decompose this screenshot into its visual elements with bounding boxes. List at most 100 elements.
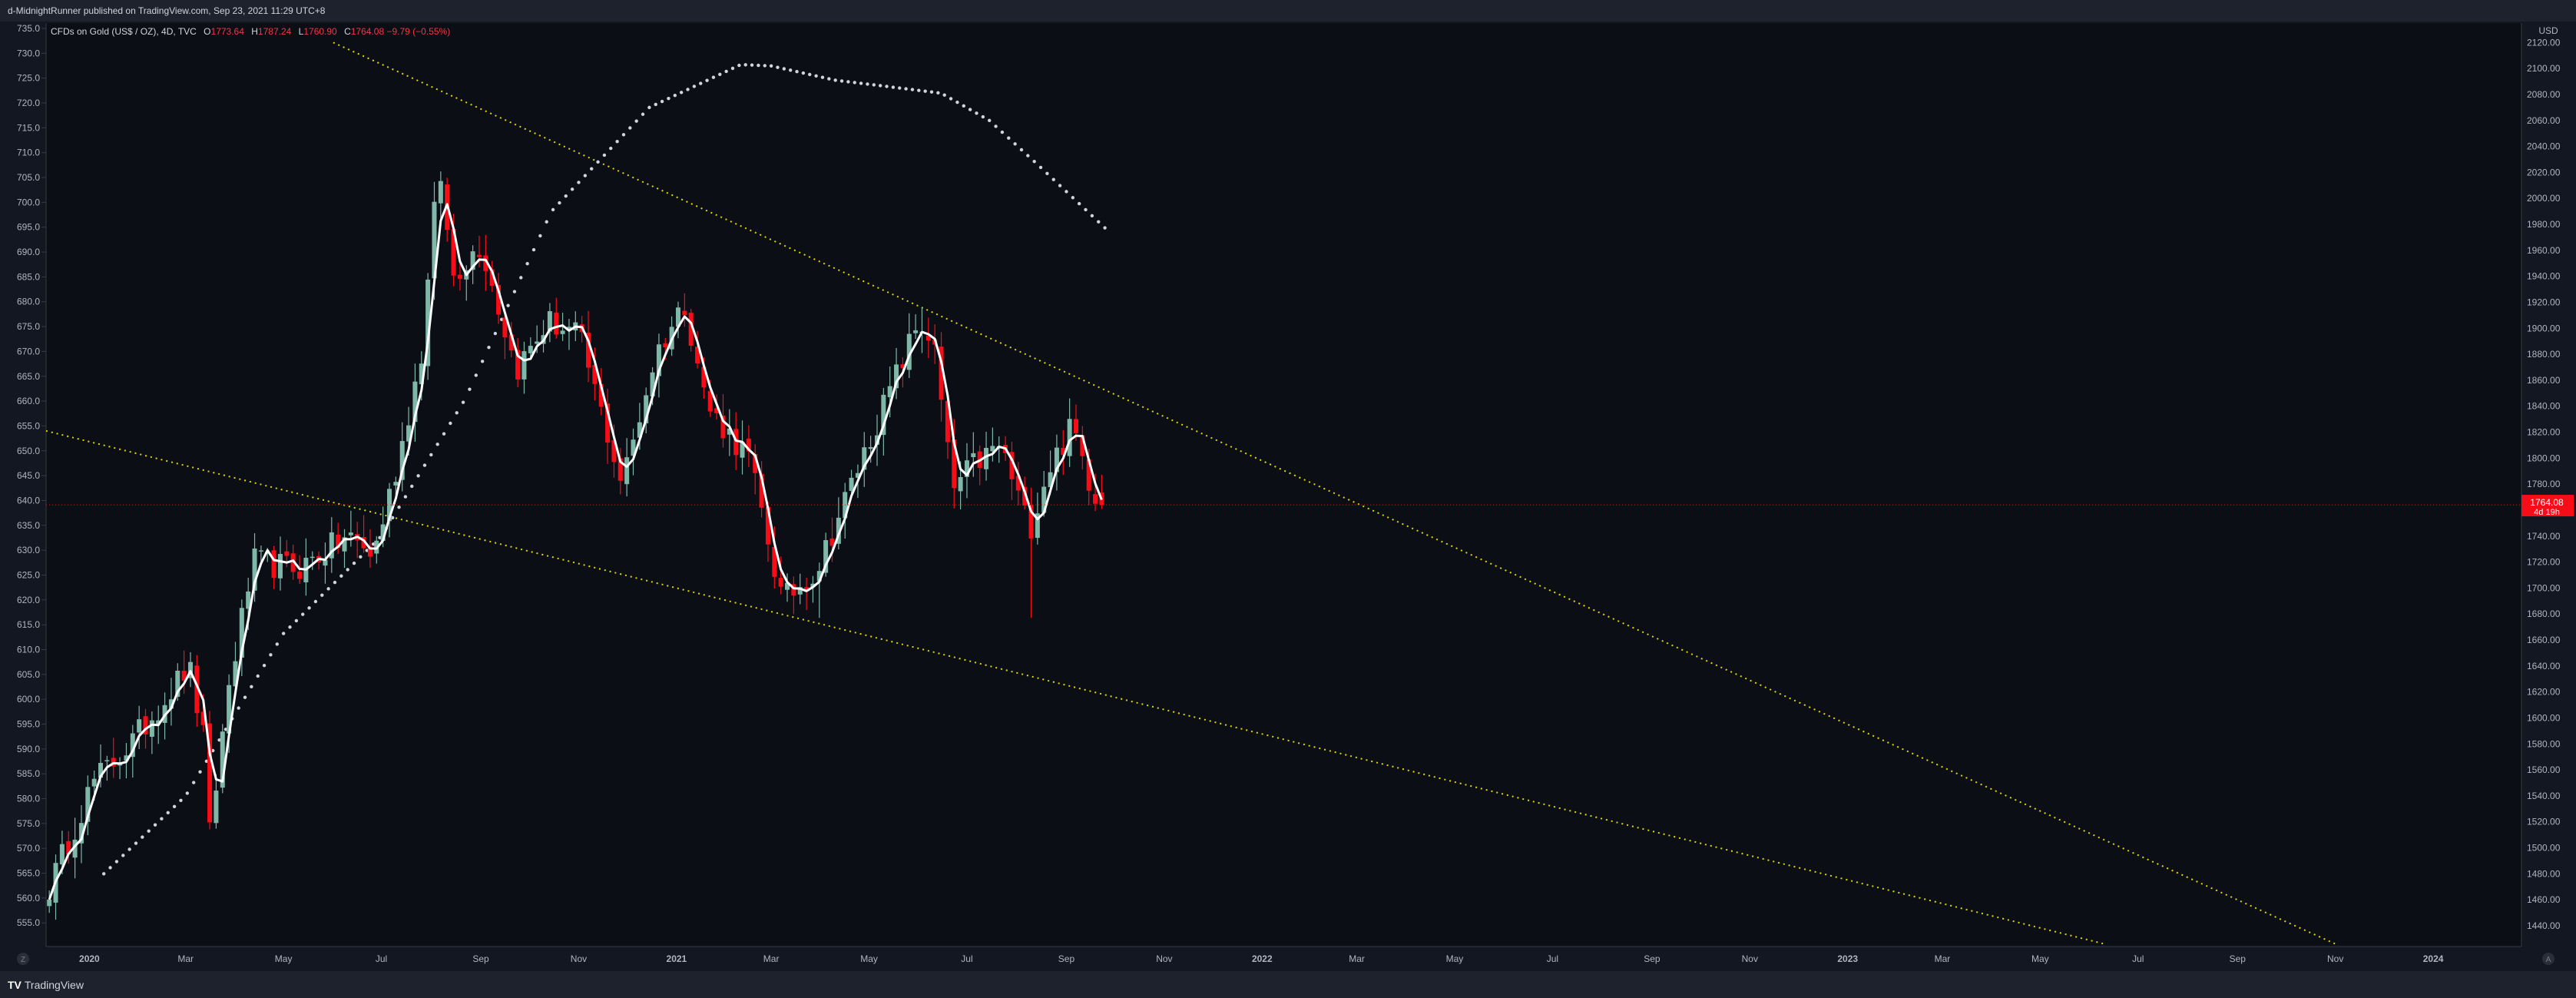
candle-body [246,591,251,609]
time-axis-label: 2022 [1252,953,1273,964]
candle [1061,429,1066,476]
right-axis-tick-label: 2060.00 [2527,115,2561,126]
tradingview-logo[interactable]: TV TradingView [8,979,84,991]
candle [98,744,104,787]
sar-dot [1032,160,1036,164]
candle-body [675,307,680,327]
sar-dot [949,97,953,101]
sar-dot [333,580,337,585]
right-axis-tick-label: 1640.00 [2527,661,2561,671]
time-axis-label: Nov [571,953,587,964]
time-axis-label: Mar [1349,953,1365,964]
candle-body [900,364,906,369]
candle-body [1080,435,1085,456]
sar-dot [346,568,349,572]
time-axis-label: Jul [1547,953,1558,964]
sar-dot [288,625,292,629]
candle-body [348,532,353,535]
candle-body [310,556,315,559]
left-axis-tick-label: 590.0 [17,744,40,754]
parabolic-sar [101,63,1107,876]
candle [759,461,764,518]
candle-body [952,439,957,489]
candle-body [124,755,129,761]
right-axis-tick-label: 1440.00 [2527,920,2561,931]
right-axis-tick-label: 1740.00 [2527,531,2561,542]
left-axis-tick-label: 710.0 [17,148,40,158]
left-axis-tick-label: 705.0 [17,172,40,183]
candle-body [733,429,739,456]
last-price-value: 1764.08 [2530,497,2564,508]
candle-body [707,390,713,412]
candle-body [1022,486,1028,506]
candle [675,301,680,339]
sar-dot [615,140,619,144]
candle [746,425,751,467]
sar-dot [788,68,793,72]
sar-dot [223,728,228,731]
candle-body [785,582,790,590]
candle [688,308,694,352]
candle-body [181,671,187,681]
candle-body [631,439,636,456]
candle-body [772,546,777,577]
right-axis-tick-label: 2120.00 [2527,37,2561,48]
candle [425,273,431,380]
candle [925,317,931,359]
candle [72,817,78,879]
left-axis-tick-label: 650.0 [17,446,40,456]
sar-dot [769,64,773,68]
time-axis-label: Mar [1935,953,1951,964]
candle-body [496,284,502,315]
published-info: d-MidnightRunner published on TradingVie… [8,5,326,16]
candle-body [380,524,386,541]
candle-body [470,251,475,270]
candle-body [59,844,65,865]
candle [214,774,219,829]
close-label: C [344,26,351,37]
candle [310,551,315,570]
candle-body [1067,419,1072,456]
sar-dot [596,160,600,164]
published-header: d-MidnightRunner published on TradingVie… [0,0,2576,22]
sar-dot [647,105,651,110]
right-axis-tick-label: 1620.00 [2527,687,2561,698]
candle [740,420,745,475]
sar-dot [705,78,709,82]
sar-dot [609,146,613,151]
candle-body [554,312,559,335]
sar-dot [442,432,446,436]
candle [336,522,341,554]
candle-body [598,383,604,407]
candle [785,573,790,602]
candle-body [547,311,552,332]
sar-dot [217,738,221,742]
right-axis-tick-label: 1820.00 [2527,427,2561,438]
candle-body [913,330,919,333]
candle-body [1061,447,1066,456]
candles [47,171,1104,920]
time-axis-label: Nov [2327,953,2343,964]
change-value: −9.79 (−0.55%) [386,26,451,37]
sar-dot [480,360,485,363]
left-axis-tick-label: 565.0 [17,868,40,879]
right-axis-tick-label: 1900.00 [2527,323,2561,333]
price-chart[interactable]: 735.0 730.0 725.0 720.0 715.0 710.0 705.0 700.0… [0,22,2576,971]
sar-dot [371,542,376,546]
sar-dot [512,290,517,293]
candle-body [906,333,912,370]
ohlc-legend: CFDs on Gold (US$ / OZ), 4D, TVC O1773.6… [51,26,450,37]
sar-dot [782,67,786,71]
sar-dot [917,88,921,92]
time-axis-label: 2023 [1837,953,1858,964]
sar-dot [673,94,677,98]
candle-body [521,351,527,380]
sar-dot [801,71,806,75]
sar-dot [808,72,812,77]
sar-dot [506,303,510,307]
candle-body [386,489,392,522]
sar-dot [256,674,260,678]
left-axis-tick-label: 555.0 [17,917,40,928]
sar-dot [898,86,902,90]
sar-dot [872,83,876,87]
